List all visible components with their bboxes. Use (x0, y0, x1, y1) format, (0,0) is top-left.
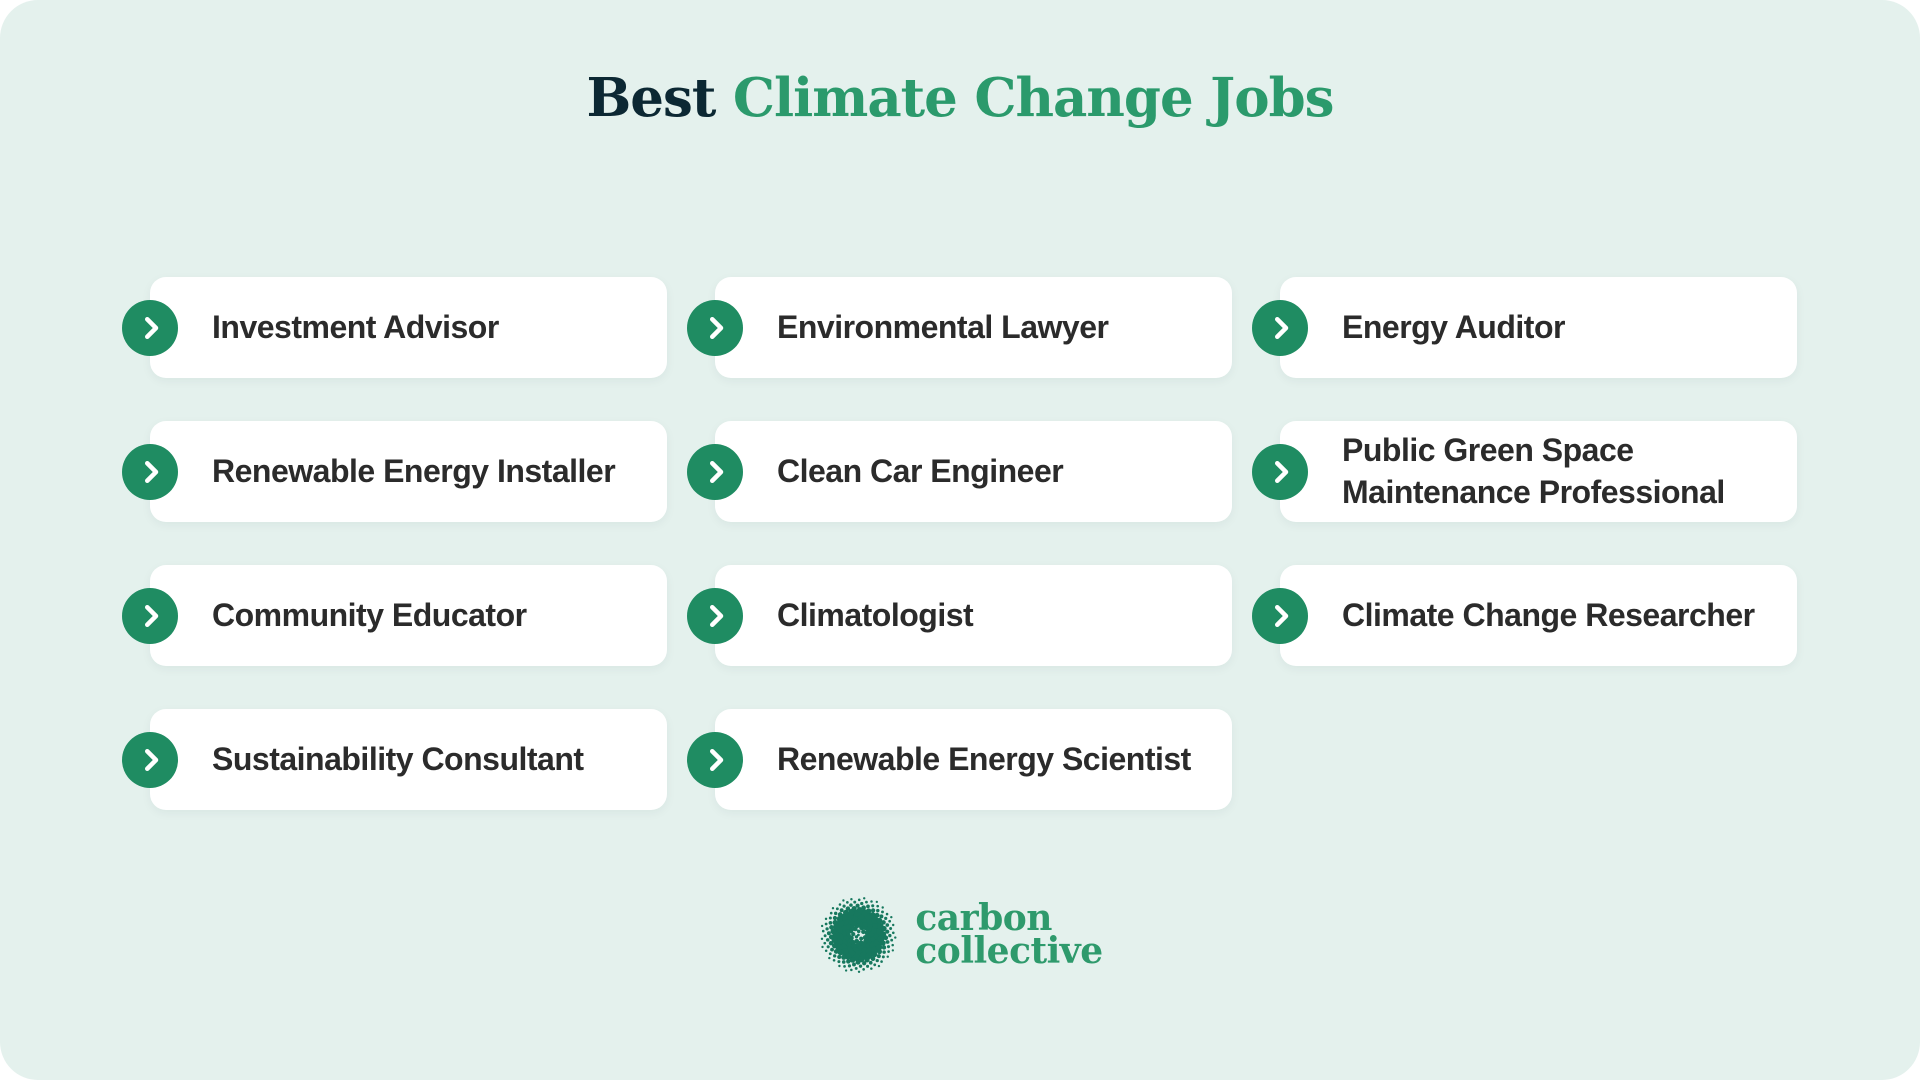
job-card[interactable]: Sustainability Consultant (122, 709, 667, 810)
chevron-right-icon (687, 587, 743, 644)
job-card-label: Sustainability Consultant (212, 740, 584, 777)
job-card[interactable]: Community Educator (122, 565, 667, 666)
jobs-grid: Investment Advisor Environmental Lawyer … (122, 277, 1797, 810)
chevron-right-icon (687, 443, 743, 500)
job-card[interactable]: Energy Auditor (1252, 277, 1797, 378)
job-card-label: Public Green Space Maintenance Professio… (1342, 431, 1725, 510)
logo-line1: carbon (915, 897, 1052, 939)
chevron-right-icon (1252, 299, 1308, 356)
job-card[interactable]: Climate Change Researcher (1252, 565, 1797, 666)
chevron-right-icon (687, 299, 743, 356)
dot-sphere-icon (820, 897, 897, 974)
page-title: Best Climate Change Jobs (0, 62, 1920, 134)
logo-wordmark: carbon collective (915, 897, 1103, 972)
job-card-label: Community Educator (212, 596, 527, 633)
chevron-right-icon (122, 731, 178, 788)
job-card-label: Renewable Energy Scientist (777, 740, 1191, 777)
chevron-right-icon (1252, 443, 1308, 500)
job-card[interactable]: Investment Advisor (122, 277, 667, 378)
job-card[interactable]: Renewable Energy Scientist (687, 709, 1232, 810)
chevron-right-icon (1252, 587, 1308, 644)
chevron-right-icon (122, 443, 178, 500)
chevron-right-icon (122, 587, 178, 644)
page-title-highlight: Climate Change Jobs (732, 67, 1335, 129)
carbon-collective-logo: carbon collective (817, 894, 1103, 976)
job-card-label: Climate Change Researcher (1342, 596, 1755, 633)
job-card[interactable]: Renewable Energy Installer (122, 421, 667, 522)
job-card[interactable]: Clean Car Engineer (687, 421, 1232, 522)
chevron-right-icon (687, 731, 743, 788)
logo-line2: collective (915, 930, 1103, 972)
job-card[interactable]: Public Green Space Maintenance Professio… (1252, 421, 1797, 522)
job-card-label: Investment Advisor (212, 308, 499, 345)
job-card[interactable]: Climatologist (687, 565, 1232, 666)
job-card-label: Renewable Energy Installer (212, 452, 616, 489)
chevron-right-icon (122, 299, 178, 356)
page-title-prefix: Best (586, 67, 717, 129)
job-card[interactable]: Environmental Lawyer (687, 277, 1232, 378)
job-card-label: Climatologist (777, 596, 974, 633)
job-card-label: Energy Auditor (1342, 308, 1565, 345)
job-card-label: Environmental Lawyer (777, 308, 1109, 345)
job-card-label: Clean Car Engineer (777, 452, 1064, 489)
